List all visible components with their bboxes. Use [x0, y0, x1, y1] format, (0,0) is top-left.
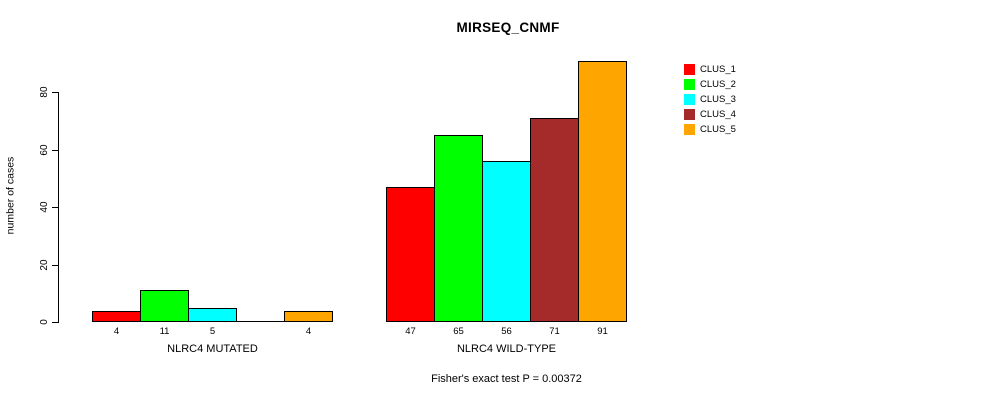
legend-swatch	[684, 79, 695, 90]
bar-value-label: 56	[501, 326, 512, 337]
legend: CLUS_1 CLUS_2 CLUS_3 CLUS_4 CLUS_5	[684, 64, 736, 139]
bar-clus_3-mutated	[188, 308, 237, 322]
bar-clus_1-mutated	[92, 311, 141, 322]
bar-clus_5-mutated	[284, 311, 333, 322]
bar-value-label: 5	[209, 326, 216, 337]
bar-value-label: 11	[159, 326, 170, 337]
legend-item-clus_1: CLUS_1	[684, 64, 736, 75]
fisher-test-pvalue: Fisher's exact test P = 0.00372	[431, 373, 582, 385]
y-axis-label: number of cases	[4, 156, 17, 235]
legend-item-clus_5: CLUS_5	[684, 124, 736, 135]
y-axis-line	[58, 92, 59, 323]
bar-clus_4-wild-type	[530, 118, 579, 322]
y-tick-mark	[52, 265, 58, 266]
y-tick-mark	[52, 207, 58, 208]
y-tick-mark	[52, 92, 58, 93]
legend-item-clus_2: CLUS_2	[684, 79, 736, 90]
group-label-wild-type: NLRC4 WILD-TYPE	[456, 343, 557, 355]
chart-title: MIRSEQ_CNMF	[456, 20, 560, 35]
y-tick-label: 60	[39, 144, 50, 156]
legend-label: CLUS_4	[700, 109, 736, 120]
bar-value-label: 4	[305, 326, 312, 337]
bar-value-label: 71	[549, 326, 560, 337]
legend-swatch	[684, 124, 695, 135]
bar-clus_3-wild-type	[482, 161, 531, 322]
bar-clus_4-mutated	[236, 321, 285, 322]
legend-swatch	[684, 64, 695, 75]
bar-value-label: 91	[597, 326, 608, 337]
bar-value-label: 4	[113, 326, 120, 337]
bar-clus_5-wild-type	[578, 61, 627, 322]
bar-clus_2-wild-type	[434, 135, 483, 322]
legend-label: CLUS_3	[700, 94, 736, 105]
group-label-mutated: NLRC4 MUTATED	[167, 343, 258, 355]
legend-swatch	[684, 94, 695, 105]
y-tick-label: 0	[39, 319, 50, 325]
legend-label: CLUS_1	[700, 64, 736, 75]
y-tick-label: 40	[39, 201, 50, 213]
legend-swatch	[684, 109, 695, 120]
y-tick-label: 20	[39, 259, 50, 271]
legend-label: CLUS_2	[700, 79, 736, 90]
legend-item-clus_4: CLUS_4	[684, 109, 736, 120]
bar-value-label: 47	[405, 326, 416, 337]
bar-clus_2-mutated	[140, 290, 189, 322]
legend-label: CLUS_5	[700, 124, 736, 135]
legend-item-clus_3: CLUS_3	[684, 94, 736, 105]
bar-clus_1-wild-type	[386, 187, 435, 322]
y-tick-mark	[52, 322, 58, 323]
y-tick-label: 80	[39, 86, 50, 98]
y-tick-mark	[52, 150, 58, 151]
bar-value-label: 65	[453, 326, 464, 337]
